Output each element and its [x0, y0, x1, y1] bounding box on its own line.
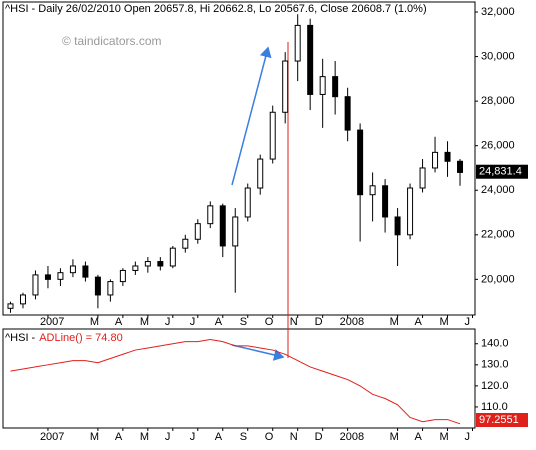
- indicator-frame: [2, 328, 476, 429]
- last-value-box: [476, 413, 528, 427]
- x-tick-label: S: [240, 431, 247, 443]
- x-tick-label: 2007: [40, 431, 64, 443]
- y-tick-label: 30,000: [481, 50, 515, 62]
- candle-body: [319, 76, 326, 95]
- candle-body: [294, 24, 301, 62]
- candle-body: [444, 151, 451, 162]
- x-tick-label: J: [190, 316, 196, 328]
- candle-body: [57, 272, 64, 280]
- candle-body: [82, 265, 89, 278]
- y-tick-label: 28,000: [481, 95, 515, 107]
- indicator-line: [10, 339, 461, 425]
- x-tick-label: D: [315, 431, 323, 443]
- y-tick-label: 20,000: [481, 273, 515, 285]
- candle-body: [244, 187, 251, 218]
- candle-body: [182, 238, 189, 249]
- x-tick-label: A: [215, 316, 223, 328]
- candle-body: [332, 76, 339, 98]
- watermark: © taindicators.com: [62, 34, 162, 48]
- candle-body: [307, 24, 314, 95]
- x-tick-label: O: [265, 431, 274, 443]
- annotation-arrow: [231, 46, 272, 186]
- x-tick-label: J: [190, 431, 196, 443]
- candle-body: [357, 129, 364, 196]
- y-tick-label: 140.0: [481, 338, 509, 350]
- candle-body: [157, 261, 164, 267]
- indicator-title-prefix: ^HSI -: [5, 332, 36, 344]
- x-tick-label: O: [265, 316, 274, 328]
- x-tick-label: S: [240, 316, 247, 328]
- y-tick-label: 26,000: [481, 140, 515, 152]
- candle-body: [119, 269, 126, 283]
- candle-body: [257, 158, 264, 189]
- price-frame: [2, 1, 476, 316]
- candle-body: [382, 185, 389, 218]
- candle-body: [207, 205, 214, 225]
- last-price-label: 24,831.4: [479, 166, 522, 178]
- candle-body: [432, 151, 439, 169]
- x-tick-label: N: [290, 316, 298, 328]
- legend-entry: ADLine() = 74.80: [39, 332, 122, 344]
- x-tick-label: M: [90, 431, 99, 443]
- candle-body: [269, 111, 276, 160]
- y-tick-label: 120.0: [481, 380, 509, 392]
- candle-body: [344, 96, 351, 131]
- x-tick-label: M: [140, 316, 149, 328]
- last-value-label: 97.2551: [479, 414, 519, 426]
- x-tick-label: J: [165, 316, 171, 328]
- x-tick-label: M: [440, 431, 449, 443]
- candle-body: [19, 294, 26, 305]
- y-tick-label: 110.0: [481, 401, 508, 413]
- x-tick-label: M: [440, 316, 449, 328]
- x-tick-label: A: [415, 431, 423, 443]
- candle-body: [419, 167, 426, 189]
- x-tick-label: A: [115, 431, 123, 443]
- candle-body: [44, 274, 51, 280]
- chart-title: ^HSI - Daily 26/02/2010 Open 20657.8, Hi…: [5, 3, 427, 15]
- candle-body: [457, 160, 464, 173]
- y-tick-label: 32,000: [481, 6, 515, 18]
- y-tick-label: 22,000: [481, 229, 515, 241]
- candle-body: [282, 60, 289, 113]
- candle-body: [169, 247, 176, 267]
- x-tick-label: J: [465, 431, 471, 443]
- candle-body: [69, 265, 76, 274]
- candle-body: [32, 274, 39, 296]
- last-price-box: [476, 164, 528, 179]
- x-tick-label: A: [215, 431, 223, 443]
- x-tick-label: 2008: [340, 431, 364, 443]
- candle-body: [369, 185, 376, 196]
- x-tick-label: J: [465, 316, 471, 328]
- indicator-title: ^HSI - ADLine() = 74.80: [5, 332, 123, 344]
- x-tick-label: A: [415, 316, 423, 328]
- candle-body: [7, 303, 14, 309]
- x-tick-label: M: [390, 431, 399, 443]
- candle-body: [394, 216, 401, 236]
- candle-body: [232, 216, 239, 247]
- candle-body: [132, 265, 139, 271]
- x-tick-label: A: [115, 316, 123, 328]
- x-tick-label: J: [165, 431, 171, 443]
- x-tick-label: N: [290, 431, 298, 443]
- candle-body: [194, 223, 201, 240]
- y-tick-label: 130.0: [481, 359, 509, 371]
- x-tick-label: 2007: [40, 316, 64, 328]
- x-tick-label: D: [315, 316, 323, 328]
- candle-body: [407, 187, 414, 236]
- candle-body: [94, 276, 101, 296]
- y-tick-label: 24,000: [481, 184, 515, 196]
- candle-body: [219, 205, 226, 247]
- candle-body: [144, 261, 151, 267]
- x-tick-label: 2008: [340, 316, 364, 328]
- x-tick-label: M: [90, 316, 99, 328]
- annotation-arrow: [231, 344, 285, 361]
- candle-body: [107, 281, 114, 296]
- x-tick-label: M: [140, 431, 149, 443]
- x-tick-label: M: [390, 316, 399, 328]
